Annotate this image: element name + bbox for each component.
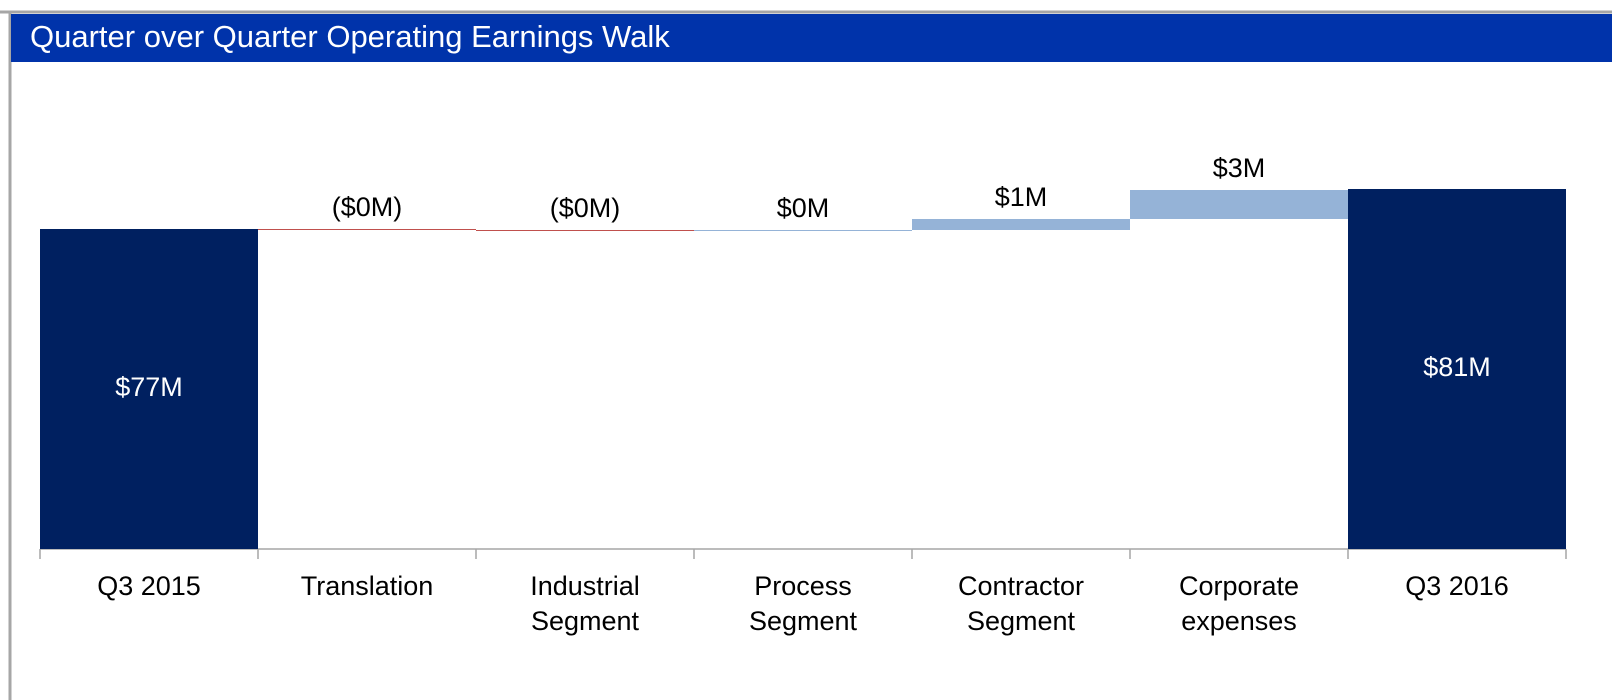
increase-bar xyxy=(694,230,912,231)
x-tick-label: Corporate xyxy=(1179,571,1299,601)
header-bar xyxy=(11,14,1612,62)
x-tick-label: Translation xyxy=(301,571,434,601)
data-label: $77M xyxy=(115,372,183,402)
data-label: ($0M) xyxy=(550,193,621,223)
x-tick-label: Process xyxy=(754,571,852,601)
chart-title: Quarter over Quarter Operating Earnings … xyxy=(30,19,670,54)
total-bar xyxy=(1348,189,1566,549)
decrease-bar xyxy=(476,230,694,231)
total-bar xyxy=(40,229,258,549)
x-tick-label: Industrial xyxy=(530,571,640,601)
x-tick-label: expenses xyxy=(1181,606,1297,636)
increase-bar xyxy=(912,219,1130,230)
x-tick-label: Segment xyxy=(749,606,858,636)
data-label: $81M xyxy=(1423,352,1491,382)
increase-bar xyxy=(1130,190,1348,219)
x-tick-label: Segment xyxy=(531,606,640,636)
decrease-bar xyxy=(258,229,476,230)
x-tick-label: Q3 2016 xyxy=(1405,571,1509,601)
x-tick-label: Segment xyxy=(967,606,1076,636)
x-tick-label: Contractor xyxy=(958,571,1084,601)
data-label: $1M xyxy=(995,182,1048,212)
data-label: $0M xyxy=(777,193,830,223)
data-label: ($0M) xyxy=(332,192,403,222)
data-label: $3M xyxy=(1213,153,1266,183)
x-tick-label: Q3 2015 xyxy=(97,571,201,601)
